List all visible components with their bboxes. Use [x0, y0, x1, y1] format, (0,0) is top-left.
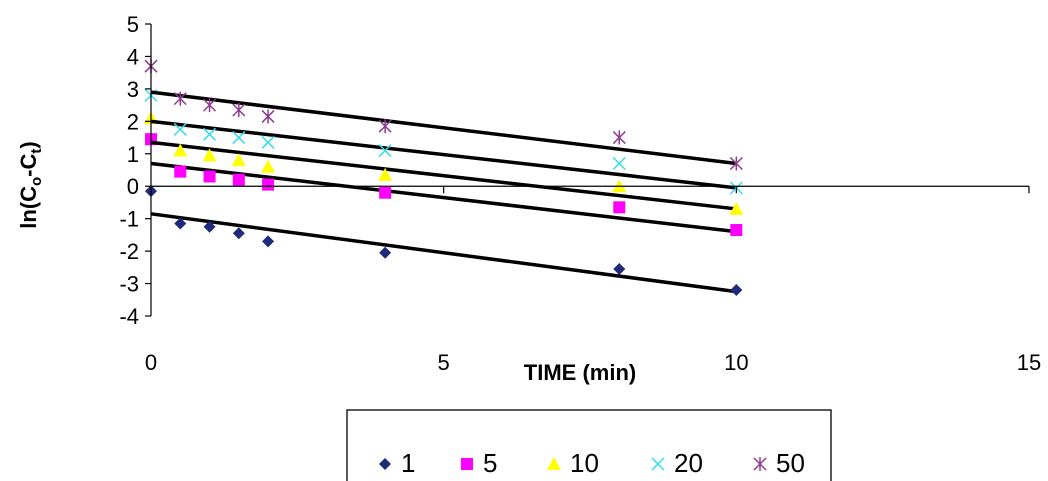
data-point-series-1: [262, 235, 275, 248]
data-point-series-1: [232, 227, 245, 240]
data-point-series-5: [379, 186, 392, 199]
data-point-series-10: [202, 148, 217, 162]
legend: 1 5 10 20 50: [346, 409, 832, 481]
data-point-series-20: [261, 135, 275, 149]
data-point-series-20: [612, 156, 626, 171]
data-point-series-1: [174, 217, 187, 230]
x-tick-label: 10: [724, 350, 748, 375]
legend-marker-5: [461, 458, 473, 470]
y-tick-labels: -4 -3 -2 -1 0 1 2 3 4 5: [119, 12, 139, 329]
y-tick-label: -3: [119, 272, 139, 297]
data-point-series-1: [203, 220, 216, 233]
y-tick-label: 1: [127, 142, 139, 167]
trendline-series-20: [150, 119, 737, 190]
data-point-series-10: [231, 153, 246, 167]
trendline-series-50: [150, 90, 737, 166]
legend-marker-20: [651, 457, 665, 471]
data-point-series-50: [232, 102, 246, 117]
data-point-series-5: [730, 224, 743, 237]
data-point-series-20: [173, 122, 187, 136]
y-tick-label: -2: [119, 239, 139, 264]
series-10: [144, 111, 744, 215]
data-point-series-5: [174, 165, 187, 178]
legend-marker-1: [379, 458, 391, 470]
x-tick-label: 0: [145, 350, 157, 375]
data-point-series-50: [729, 156, 743, 171]
data-point-series-50: [261, 109, 275, 124]
y-tick-label: 5: [127, 12, 139, 37]
y-axis-title: ln(Co-Ct): [16, 141, 45, 228]
series-1: [145, 185, 743, 297]
data-point-series-50: [173, 91, 187, 106]
data-point-series-20: [232, 131, 246, 145]
x-tick-label: 5: [438, 350, 450, 375]
data-point-series-20: [378, 144, 392, 158]
legend-label: 10: [570, 448, 599, 478]
data-point-series-5: [232, 173, 245, 186]
data-point-series-5: [203, 170, 216, 183]
data-point-series-50: [612, 130, 626, 145]
x-axis-title: TIME (min): [524, 360, 636, 385]
axes: [145, 23, 1030, 317]
y-tick-label: -4: [119, 304, 139, 329]
y-tick-label: 2: [127, 109, 139, 134]
data-point-series-50: [203, 98, 217, 113]
legend-label: 1: [401, 448, 415, 478]
trendline-series-10: [150, 140, 737, 211]
trendline-series-1: [150, 212, 737, 294]
data-point-series-1: [379, 246, 392, 259]
plot-area: [144, 59, 744, 297]
data-point-series-50: [378, 119, 392, 134]
data-point-series-5: [613, 201, 626, 214]
legend-box: [346, 409, 832, 481]
series-5: [145, 133, 743, 237]
data-point-series-1: [730, 284, 743, 297]
x-tick-labels: 0 5 10 15: [145, 350, 1041, 375]
legend-marker-10: [547, 457, 561, 470]
y-tick-label: -1: [119, 207, 139, 232]
legend-label: 20: [674, 448, 703, 478]
y-tick-label: 4: [127, 44, 139, 69]
data-point-series-10: [378, 167, 393, 181]
data-point-series-10: [729, 201, 744, 215]
y-tick-label: 0: [127, 174, 139, 199]
x-tick-label: 15: [1017, 350, 1041, 375]
data-point-series-5: [262, 178, 275, 191]
data-point-series-1: [613, 262, 626, 275]
y-tick-label: 3: [127, 77, 139, 102]
data-point-series-10: [261, 159, 276, 173]
legend-marker-50: [753, 457, 767, 471]
trendline-series-5: [150, 161, 737, 234]
series-20: [144, 88, 743, 195]
series-50: [144, 59, 743, 171]
data-point-series-20: [203, 127, 217, 141]
data-point-series-10: [173, 143, 188, 157]
legend-label: 50: [776, 448, 805, 478]
legend-label: 5: [483, 448, 497, 478]
